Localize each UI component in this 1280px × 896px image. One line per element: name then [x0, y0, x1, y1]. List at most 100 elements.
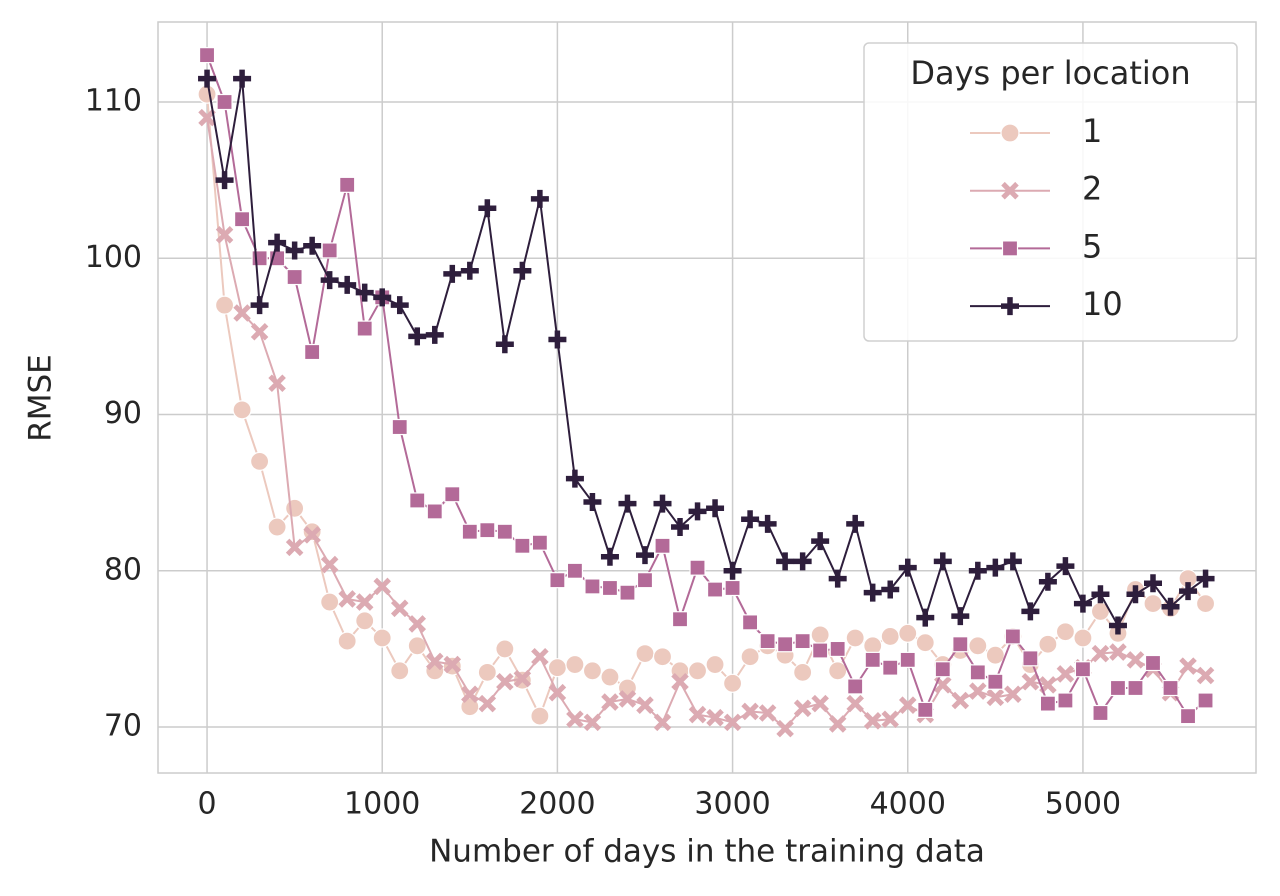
marker: [1196, 569, 1215, 588]
marker: [1108, 616, 1127, 635]
marker: [600, 667, 620, 687]
marker: [986, 688, 1005, 707]
marker: [845, 628, 865, 648]
marker: [408, 615, 427, 633]
marker: [881, 710, 900, 729]
marker: [268, 233, 287, 252]
marker: [513, 669, 532, 688]
marker: [917, 701, 934, 718]
marker: [758, 514, 777, 533]
marker: [426, 652, 444, 671]
marker: [355, 283, 374, 302]
x-tick-label: 5000: [1045, 787, 1121, 822]
marker: [687, 661, 708, 681]
legend-label: 1: [1082, 112, 1102, 150]
marker: [303, 526, 321, 544]
marker: [1179, 708, 1197, 725]
marker: [320, 271, 339, 290]
marker: [566, 710, 584, 729]
marker: [320, 555, 339, 574]
marker: [1179, 657, 1197, 675]
marker: [565, 654, 585, 675]
marker: [372, 628, 392, 648]
marker: [1109, 679, 1127, 697]
marker: [671, 611, 689, 628]
marker: [653, 494, 672, 513]
marker: [777, 636, 794, 653]
marker: [496, 523, 513, 540]
x-axis-label: Number of days in the training data: [429, 834, 985, 870]
x-tick-label: 3000: [694, 787, 770, 822]
marker: [618, 494, 637, 513]
marker: [304, 343, 321, 361]
marker: [444, 486, 461, 503]
marker: [198, 108, 216, 127]
marker: [198, 47, 216, 64]
marker: [776, 719, 794, 738]
marker: [915, 633, 935, 653]
x-tick-label: 0: [198, 787, 217, 822]
marker: [477, 662, 497, 682]
marker: [321, 242, 338, 259]
marker: [951, 607, 970, 626]
marker: [479, 522, 496, 539]
marker: [408, 327, 427, 346]
marker: [951, 691, 970, 710]
marker: [285, 241, 304, 260]
marker: [1091, 644, 1110, 663]
marker: [1127, 679, 1144, 697]
marker: [267, 517, 287, 537]
marker: [1057, 692, 1074, 709]
marker: [356, 320, 373, 337]
x-tick-label: 4000: [870, 787, 946, 822]
marker: [1161, 597, 1180, 616]
marker: [1021, 602, 1040, 621]
marker: [250, 451, 270, 472]
marker: [811, 694, 829, 713]
marker: [549, 572, 566, 589]
marker: [705, 654, 725, 675]
marker: [758, 704, 777, 722]
marker: [214, 295, 235, 315]
marker: [1109, 643, 1127, 661]
marker: [1038, 634, 1058, 654]
y-tick-label: 90: [104, 396, 142, 431]
marker: [216, 93, 233, 111]
marker: [898, 623, 918, 643]
marker: [863, 583, 882, 602]
marker: [706, 708, 724, 727]
marker: [338, 590, 356, 608]
marker: [426, 503, 443, 520]
marker: [233, 211, 251, 228]
marker: [1056, 557, 1075, 576]
marker: [618, 690, 637, 708]
marker: [460, 261, 479, 280]
marker: [495, 335, 514, 354]
marker: [1195, 594, 1216, 614]
marker: [407, 636, 427, 656]
marker: [952, 636, 969, 653]
marker: [461, 685, 479, 704]
x-tick-label: 1000: [344, 787, 420, 822]
marker: [531, 647, 549, 666]
marker: [320, 592, 340, 612]
marker: [583, 493, 602, 512]
marker: [723, 713, 742, 732]
marker: [583, 713, 602, 732]
legend-label: 5: [1082, 227, 1102, 265]
marker: [652, 647, 673, 667]
marker: [986, 558, 1005, 577]
marker: [531, 534, 548, 551]
marker: [846, 694, 864, 713]
legend-marker: [1000, 123, 1020, 143]
marker: [268, 374, 286, 393]
marker: [232, 400, 252, 420]
marker: [688, 705, 707, 724]
marker: [828, 661, 848, 681]
marker: [724, 579, 741, 597]
legend-title: Days per location: [910, 54, 1190, 92]
marker: [339, 176, 356, 193]
marker: [478, 199, 497, 218]
marker: [706, 581, 724, 598]
marker: [846, 514, 865, 533]
